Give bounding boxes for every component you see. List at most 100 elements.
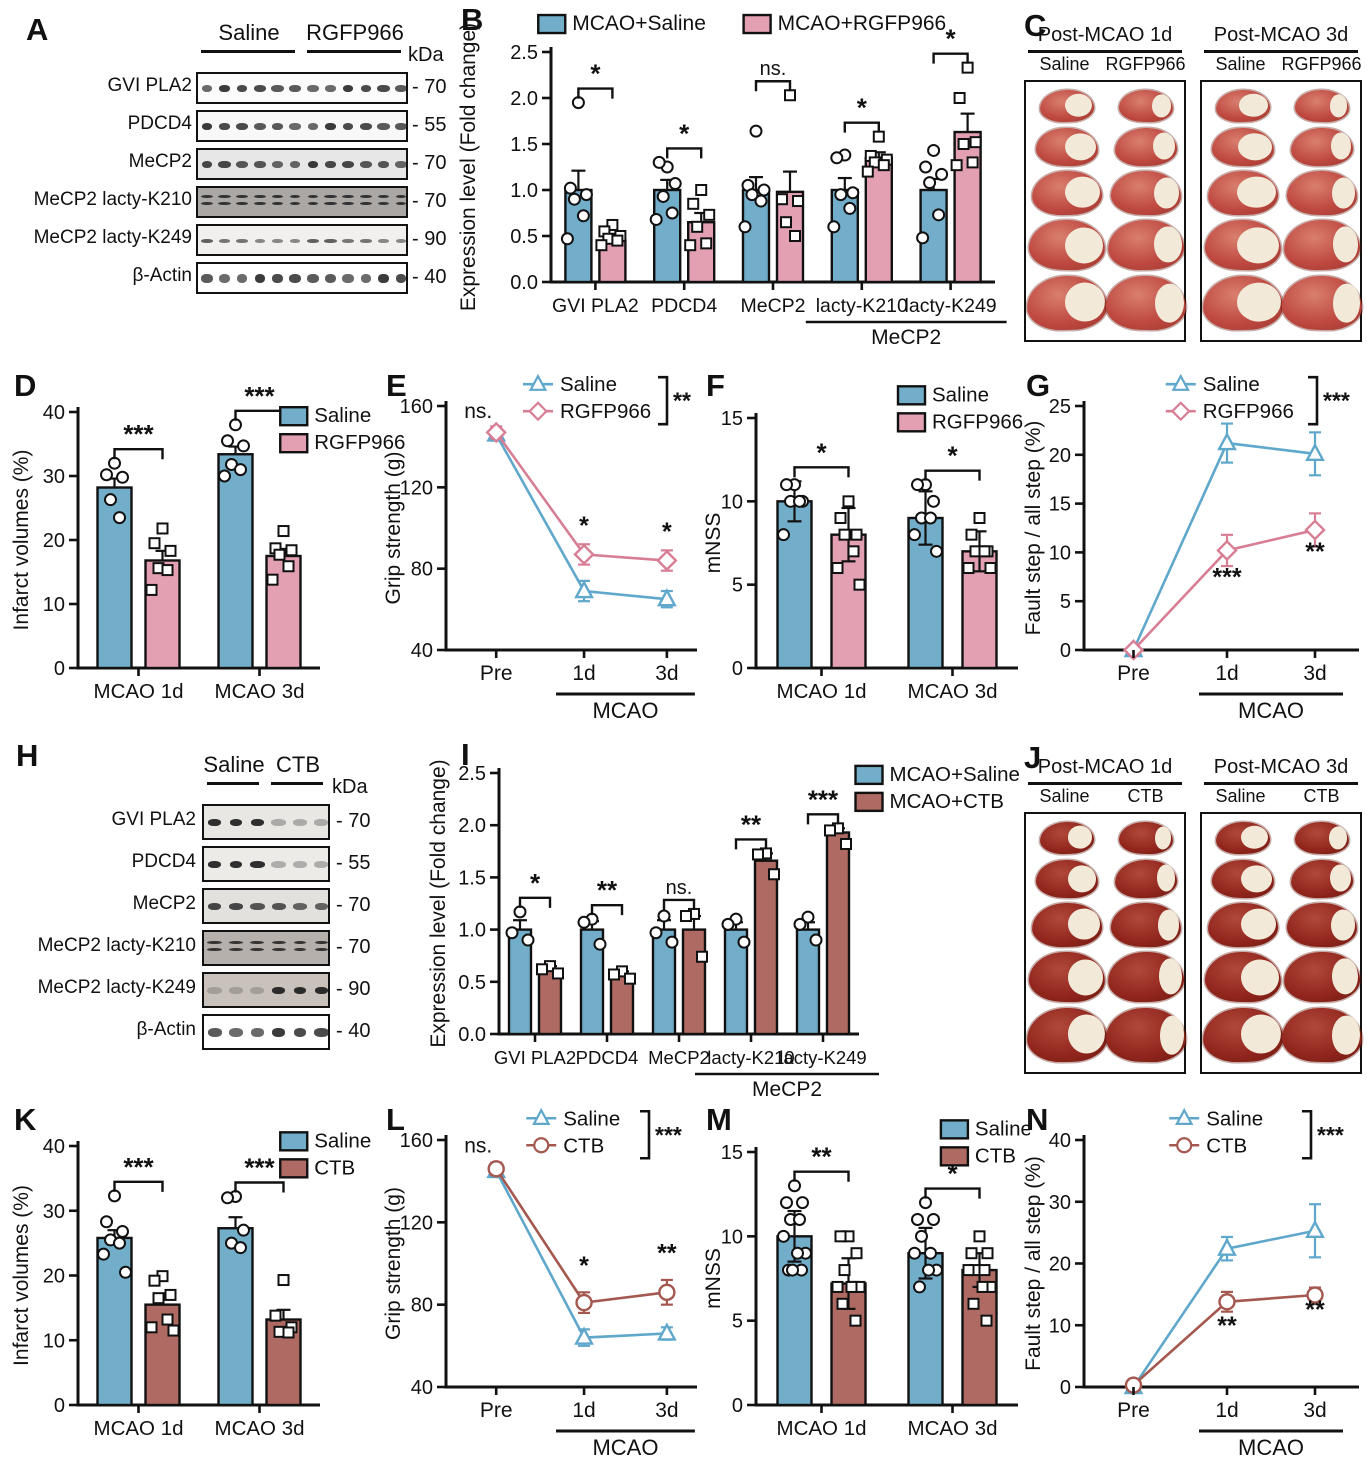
blot-band xyxy=(377,161,390,168)
brain-title-underline xyxy=(1028,50,1182,53)
infarct-region xyxy=(1239,907,1276,941)
kda-value: - 90 xyxy=(412,228,447,250)
data-point xyxy=(919,1196,932,1210)
panel-C: C Post-MCAO 1d Saline RGFP966 Post-MCAO 3d S… xyxy=(1018,6,1367,354)
data-point xyxy=(656,189,670,203)
panel-B: B 0.0 0.5 1.0 1.5 2.0 2.5 Expression level (Fo… xyxy=(455,0,1010,352)
blot-band xyxy=(289,201,301,205)
infarct-region xyxy=(1064,132,1096,161)
data-point xyxy=(927,494,940,508)
blot-band xyxy=(201,161,213,168)
svg-text:120: 120 xyxy=(400,477,433,499)
bar xyxy=(507,928,533,1036)
blot-band xyxy=(250,947,265,951)
panel-N-letter: N xyxy=(1026,1102,1049,1137)
svg-text:25: 25 xyxy=(1049,396,1071,418)
blot-band xyxy=(292,819,308,826)
brain-title-underline xyxy=(1028,782,1182,785)
bar xyxy=(681,928,707,1036)
blot-box xyxy=(196,72,408,104)
svg-text:40: 40 xyxy=(411,1377,433,1399)
data-point xyxy=(234,1241,247,1255)
data-point xyxy=(487,1160,505,1178)
data-point xyxy=(978,545,991,558)
data-point xyxy=(665,206,679,220)
brain-slice xyxy=(1282,951,1361,1004)
series-RGFP966 xyxy=(485,421,678,572)
legend-label: MCAO+Saline xyxy=(572,12,706,35)
data-point xyxy=(924,1246,937,1260)
data-point xyxy=(916,231,930,245)
data-point xyxy=(104,493,117,507)
blot-band xyxy=(359,161,372,168)
bar xyxy=(953,130,982,284)
infarct-region xyxy=(1157,957,1182,995)
blot-band xyxy=(325,123,336,130)
data-point xyxy=(801,910,815,924)
data-point xyxy=(532,1107,551,1125)
legend-bracket xyxy=(640,1109,651,1160)
data-point xyxy=(1170,401,1191,422)
panel-C-letter: C xyxy=(1024,8,1047,43)
blot-band xyxy=(289,85,301,92)
brain-slice xyxy=(1027,219,1106,272)
chart-svg-F: 0 5 10 15 mNSS MCAO 1d MCAO 3d * * Saline RGFP966 xyxy=(702,383,1023,703)
data-point xyxy=(485,421,507,444)
blot-band xyxy=(377,201,390,205)
svg-text:10: 10 xyxy=(1049,542,1071,564)
x-underline-label: MCAO xyxy=(592,698,658,723)
data-point xyxy=(796,1196,809,1210)
data-point xyxy=(513,905,527,919)
chart-G: 0 5 10 15 20 25 Fault step / all step (%) Pre 1d… xyxy=(1020,366,1367,726)
chart-E: 40 80 120 160 Grip strength (g) Pre 1d 3d MCAO ns… xyxy=(380,366,705,726)
data-point xyxy=(754,194,768,208)
blot-band xyxy=(360,238,372,243)
legend-swatch xyxy=(279,432,309,454)
blot-band xyxy=(341,201,355,205)
blot-band xyxy=(254,194,266,198)
panel-E: E 40 80 120 160 Grip strength (g) Pre 1d 3d MCAO… xyxy=(380,366,705,726)
chart-M: 0 5 10 15 mNSS MCAO 1d MCAO 3d ** * Saline CTB xyxy=(700,1100,1030,1463)
blot-group-label: Saline xyxy=(218,20,280,45)
data-point xyxy=(777,1229,790,1243)
data-point xyxy=(563,181,577,195)
series-Saline xyxy=(1123,422,1325,658)
legend-swatch xyxy=(537,13,567,35)
blot-band xyxy=(289,123,301,130)
blot-box xyxy=(202,930,330,966)
chart-svg-K: 0 10 20 30 40 Infarct volumes (%) MCAO 1d MCAO … xyxy=(10,1129,371,1440)
data-point xyxy=(145,1321,158,1334)
blot-band xyxy=(307,194,319,198)
data-point xyxy=(700,237,713,250)
data-point xyxy=(861,165,874,178)
significance-bracket xyxy=(234,409,285,421)
legend-label: RGFP966 xyxy=(1203,400,1294,423)
data-point xyxy=(164,544,177,557)
blot-band xyxy=(271,123,284,130)
blot-band xyxy=(253,85,266,92)
infarct-region xyxy=(1235,226,1279,264)
data-point xyxy=(649,212,663,226)
blot-band xyxy=(271,861,287,868)
category-label: MCAO 3d xyxy=(215,1417,305,1440)
svg-text:40: 40 xyxy=(411,640,433,662)
series-CTB xyxy=(144,1270,302,1407)
significance-label: ** xyxy=(657,1239,677,1267)
svg-text:20: 20 xyxy=(43,1266,65,1288)
x-tick-label: Pre xyxy=(1117,1399,1150,1422)
significance-bracket xyxy=(666,147,703,159)
data-point xyxy=(962,1264,975,1277)
bar xyxy=(864,156,893,284)
infarct-region xyxy=(1154,826,1172,851)
bar xyxy=(265,554,302,670)
data-point xyxy=(1305,1219,1325,1238)
svg-text:5: 5 xyxy=(1060,591,1071,613)
panel-G: G 0 5 10 15 20 25 Fault step / all step (%) Pre… xyxy=(1020,366,1367,726)
data-point xyxy=(838,528,851,541)
significance-bracket xyxy=(932,52,969,64)
infarct-region xyxy=(1151,131,1175,160)
blot-band xyxy=(289,161,301,168)
blot-band xyxy=(229,861,243,868)
data-point xyxy=(784,89,796,102)
data-point xyxy=(579,188,593,202)
